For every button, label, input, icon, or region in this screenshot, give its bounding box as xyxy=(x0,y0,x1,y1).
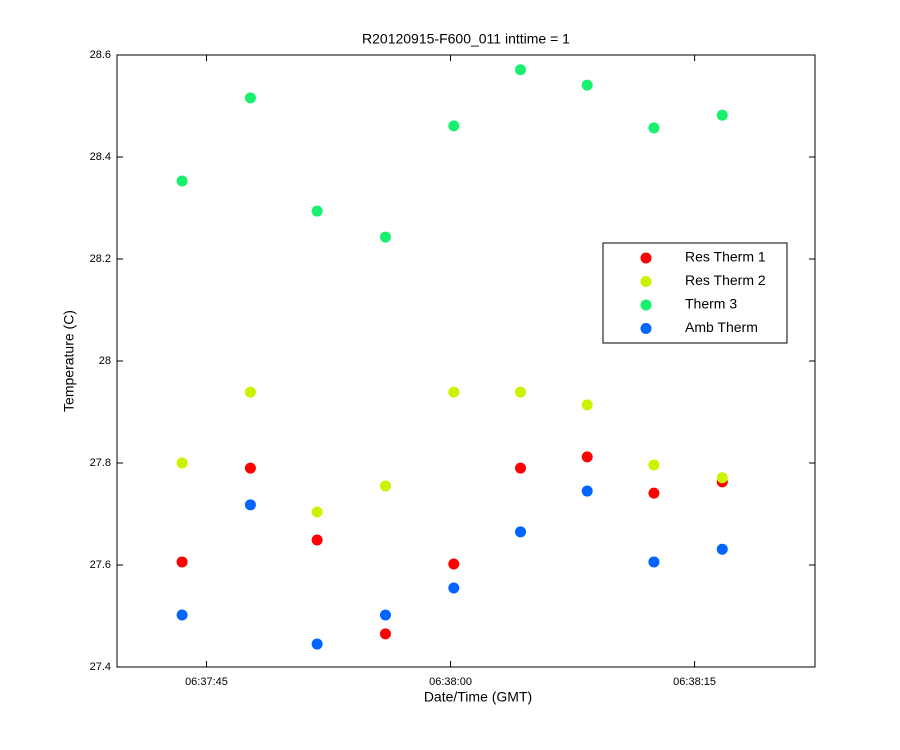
chart-title: R20120915-F600_011 inttime = 1 xyxy=(362,31,570,47)
point xyxy=(648,459,660,471)
point xyxy=(716,472,728,484)
point xyxy=(448,386,460,398)
legend-marker xyxy=(640,323,652,334)
point xyxy=(379,231,391,243)
point xyxy=(581,485,593,497)
point xyxy=(176,556,188,568)
y-tick-label: 28.6 xyxy=(90,49,111,61)
point xyxy=(515,462,527,474)
legend-marker xyxy=(640,252,652,264)
y-tick-label: 28 xyxy=(99,355,111,367)
y-tick-label: 27.4 xyxy=(90,661,111,673)
point xyxy=(648,487,660,499)
legend-marker xyxy=(640,299,652,311)
point xyxy=(311,506,323,518)
y-tick-label: 27.8 xyxy=(90,457,111,469)
point xyxy=(244,92,256,104)
point xyxy=(244,499,256,511)
legend-marker xyxy=(640,276,652,287)
point xyxy=(581,399,593,411)
point xyxy=(448,558,460,570)
point xyxy=(176,457,188,469)
point xyxy=(716,109,728,121)
y-tick-label: 28.2 xyxy=(90,253,111,265)
point xyxy=(311,534,323,546)
point xyxy=(379,480,391,492)
legend-label: Therm 3 xyxy=(685,296,737,312)
point xyxy=(448,120,460,132)
point xyxy=(244,386,256,398)
x-tick-label: 06:37:45 xyxy=(185,676,228,688)
point xyxy=(515,386,527,398)
legend-box xyxy=(602,242,788,344)
point xyxy=(379,609,391,621)
point xyxy=(648,122,660,134)
y-axis-label: Temperature (C) xyxy=(61,310,77,412)
point xyxy=(448,582,460,594)
point xyxy=(176,609,188,621)
point xyxy=(648,556,660,568)
plot-area xyxy=(116,54,816,668)
y-tick-label: 27.6 xyxy=(90,559,111,571)
point xyxy=(379,628,391,640)
point xyxy=(716,543,728,555)
point xyxy=(515,526,527,538)
x-tick-label: 06:38:00 xyxy=(429,676,472,688)
point xyxy=(176,175,188,187)
point xyxy=(581,79,593,91)
point xyxy=(244,462,256,474)
point xyxy=(311,638,323,650)
legend-label: Res Therm 2 xyxy=(685,272,766,288)
point xyxy=(311,205,323,217)
legend-label: Res Therm 1 xyxy=(685,249,766,265)
point xyxy=(581,451,593,463)
x-axis-label: Date/Time (GMT) xyxy=(424,689,532,705)
y-tick-label: 28.4 xyxy=(90,151,111,163)
x-tick-label: 06:38:15 xyxy=(673,676,716,688)
legend-label: Amb Therm xyxy=(685,319,758,335)
point xyxy=(515,64,527,76)
